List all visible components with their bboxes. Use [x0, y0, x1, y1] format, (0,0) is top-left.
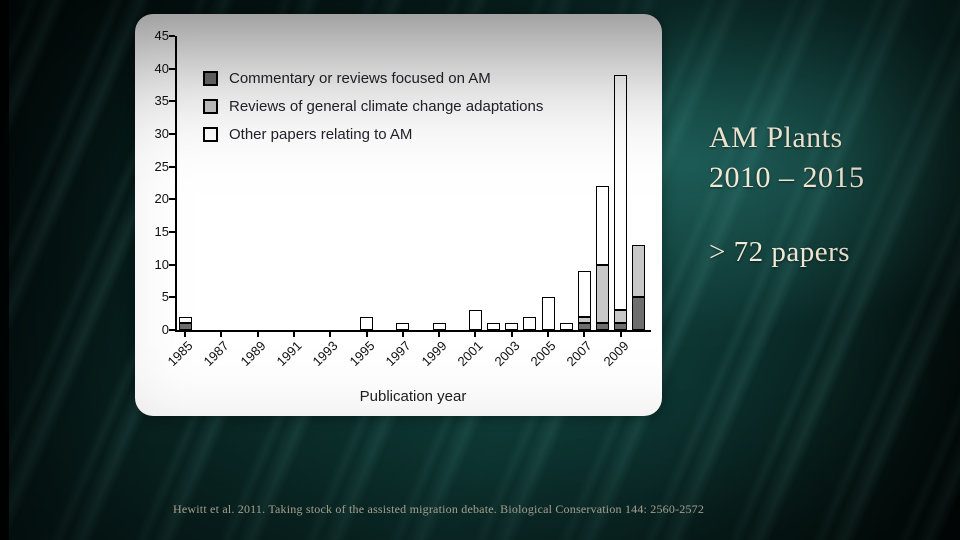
slide-title-line-1: AM Plants	[709, 121, 843, 154]
x-axis-tick	[583, 332, 586, 337]
y-axis-tick	[169, 165, 175, 168]
bar-segment	[577, 316, 591, 324]
legend-label: Other papers relating to AM	[229, 126, 413, 143]
bar-segment	[523, 316, 537, 330]
x-axis-tick	[510, 332, 513, 337]
x-axis-tick	[365, 332, 368, 337]
legend-label: Commentary or reviews focused on AM	[229, 70, 491, 87]
x-axis-tick-label: 1995	[346, 338, 378, 370]
x-axis-tick	[547, 332, 550, 337]
x-axis-tick	[474, 332, 477, 337]
legend-item: Reviews of general climate change adapta…	[203, 98, 543, 115]
x-axis-tick	[184, 332, 186, 337]
bar-segment	[487, 323, 501, 330]
legend-swatch	[203, 99, 218, 114]
x-axis-tick	[329, 332, 332, 337]
bar-segment	[541, 297, 555, 330]
x-axis-tick-label: 2007	[563, 338, 595, 370]
y-axis-line	[175, 36, 177, 332]
bar-segment	[632, 245, 646, 298]
bar-segment	[614, 323, 628, 330]
bar-segment	[468, 310, 482, 330]
y-axis-tick-label: 25	[154, 158, 169, 174]
legend-label: Reviews of general climate change adapta…	[229, 98, 544, 115]
bar-segment	[596, 264, 610, 324]
y-axis-tick-label: 0	[161, 322, 169, 337]
bar-segment	[178, 316, 192, 324]
legend-item: Other papers relating to AM	[203, 126, 543, 143]
y-axis-tick	[169, 296, 175, 299]
plot-area	[177, 36, 649, 330]
x-axis-tick	[401, 332, 404, 337]
x-axis-tick	[220, 332, 223, 337]
bar-segment	[577, 323, 591, 330]
x-axis-tick-label: 1989	[237, 338, 269, 370]
y-axis-tick	[169, 263, 175, 266]
bar-segment	[614, 310, 628, 324]
x-axis-tick	[438, 332, 441, 337]
y-axis-tick	[169, 133, 175, 135]
y-axis-tick-label: 40	[154, 60, 169, 76]
x-axis-tick	[292, 332, 295, 337]
bar-segment	[614, 75, 628, 311]
papers-count-note: > 72 papers	[709, 236, 851, 268]
chart-card: Commentary or reviews focused on AM Revie…	[135, 14, 662, 416]
x-axis-tick	[256, 332, 259, 337]
y-axis-tick	[169, 329, 175, 331]
citation: Hewitt et al. 2011. Taking stock of the …	[173, 502, 705, 516]
x-axis-line	[175, 330, 651, 332]
y-axis-tick	[169, 67, 175, 70]
bar-segment	[432, 323, 446, 330]
bar-segment	[596, 186, 610, 265]
y-axis-tick-label: 10	[154, 256, 169, 272]
y-axis-tick	[169, 231, 175, 233]
slide-title-line-2: 2010 – 2015	[709, 161, 865, 194]
y-axis-tick-label: 20	[154, 191, 169, 207]
y-axis-tick-label: 35	[154, 93, 169, 109]
legend-item: Commentary or reviews focused on AM	[203, 70, 543, 87]
y-axis-tick	[169, 35, 175, 37]
bar-segment	[178, 323, 192, 330]
y-axis-tick	[169, 198, 175, 201]
legend-swatch	[203, 71, 218, 86]
x-axis-tick-label: 2009	[600, 338, 632, 370]
y-axis-tick-label: 5	[161, 289, 169, 305]
bar-segment	[596, 323, 610, 330]
x-axis-tick-label: 2001	[455, 338, 487, 370]
x-axis-title: Publication year	[359, 388, 467, 405]
y-axis-tick	[169, 100, 175, 103]
legend-swatch	[203, 127, 218, 142]
y-axis-tick-label: 15	[154, 224, 169, 239]
slide-left-edge	[0, 0, 9, 540]
legend: Commentary or reviews focused on AM Revie…	[203, 70, 543, 154]
x-axis-tick	[619, 332, 622, 337]
y-axis-tick-label: 45	[154, 28, 169, 43]
bar-segment	[360, 316, 374, 330]
bar-segment	[577, 271, 591, 317]
bar-segment	[505, 323, 519, 330]
bar-segment	[632, 297, 646, 330]
slide-title: AM Plants 2010 – 2015	[709, 118, 865, 198]
bar-segment	[396, 323, 410, 330]
bar-chart: Commentary or reviews focused on AM Revie…	[135, 14, 662, 416]
y-axis-tick-label: 30	[154, 126, 169, 141]
bar-segment	[559, 323, 573, 330]
